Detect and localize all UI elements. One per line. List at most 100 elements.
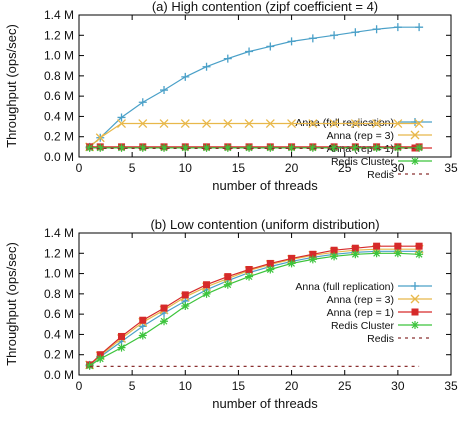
y-tick-label: 0.6 M xyxy=(44,307,74,321)
y-tick-label: 1.0 M xyxy=(44,267,74,281)
x-tick-label: 20 xyxy=(285,161,299,175)
x-tick-label: 5 xyxy=(129,161,136,175)
data-point xyxy=(351,250,360,259)
data-point xyxy=(393,249,402,258)
legend-marker xyxy=(411,321,419,329)
data-point xyxy=(117,143,126,152)
data-point xyxy=(224,273,232,281)
data-point xyxy=(160,304,168,312)
data-point xyxy=(350,119,360,128)
data-point xyxy=(160,317,169,326)
data-point xyxy=(393,119,403,128)
x-tick-label: 30 xyxy=(391,161,405,175)
data-point xyxy=(287,143,296,152)
y-tick-label: 0.6 M xyxy=(44,89,74,103)
legend-label: Anna (full replication) xyxy=(295,281,394,293)
data-point xyxy=(415,143,424,152)
x-tick-label: 0 xyxy=(76,379,83,393)
data-point xyxy=(308,34,317,43)
chart-panel-b: (b) Low contention (uniform distribution… xyxy=(4,217,458,411)
x-tick-label: 35 xyxy=(444,161,458,175)
data-point xyxy=(308,119,318,128)
data-point xyxy=(245,143,254,152)
y-axis-label: Throughput (ops/sec) xyxy=(4,24,19,148)
data-point xyxy=(266,265,275,274)
data-point xyxy=(415,23,424,32)
data-point xyxy=(117,343,126,352)
data-point xyxy=(223,143,232,152)
y-axis-label: Throughput (ops/sec) xyxy=(4,242,19,366)
legend-label: Redis xyxy=(367,169,394,181)
data-point xyxy=(159,119,169,128)
data-point xyxy=(287,119,297,128)
x-axis-label: number of threads xyxy=(212,178,318,193)
y-tick-label: 1.0 M xyxy=(44,49,74,63)
data-point xyxy=(160,143,169,152)
data-point xyxy=(245,266,253,274)
data-point xyxy=(96,143,105,152)
x-tick-label: 10 xyxy=(179,161,193,175)
data-point xyxy=(203,281,211,289)
legend-marker xyxy=(411,282,419,290)
y-tick-label: 0.8 M xyxy=(44,287,74,301)
y-tick-label: 0.0 M xyxy=(44,368,74,382)
x-tick-label: 25 xyxy=(338,161,352,175)
data-point xyxy=(415,250,424,259)
data-point xyxy=(223,280,232,289)
data-point xyxy=(351,28,360,37)
legend-label: Redis Cluster xyxy=(331,156,395,168)
chart-title: (b) Low contention (uniform distribution… xyxy=(150,217,379,232)
y-tick-label: 0.2 M xyxy=(44,130,74,144)
data-point xyxy=(329,119,339,128)
legend-label: Anna (rep = 3) xyxy=(327,294,394,306)
data-point xyxy=(202,62,211,71)
data-point xyxy=(118,332,126,340)
y-tick-label: 0.4 M xyxy=(44,327,74,341)
data-point xyxy=(202,119,212,128)
data-point xyxy=(415,242,423,250)
legend-label: Redis xyxy=(367,333,394,345)
chart-panel-a: (a) High contention (zipf coefficient = … xyxy=(4,0,458,193)
x-tick-label: 0 xyxy=(76,161,83,175)
data-point xyxy=(139,316,147,324)
y-tick-label: 0.8 M xyxy=(44,69,74,83)
plot-frame xyxy=(78,14,452,158)
legend-marker xyxy=(411,308,419,316)
legend-label: Anna (rep = 3) xyxy=(327,130,394,142)
data-point xyxy=(308,255,317,264)
data-point xyxy=(138,331,147,340)
data-point xyxy=(373,242,381,250)
data-point xyxy=(180,119,190,128)
data-point xyxy=(287,37,296,46)
legend-label: Redis Cluster xyxy=(331,320,395,332)
data-point xyxy=(95,133,105,143)
y-tick-label: 1.2 M xyxy=(44,246,74,260)
x-tick-label: 5 xyxy=(129,379,136,393)
data-point xyxy=(202,143,211,152)
y-tick-label: 1.4 M xyxy=(44,8,74,22)
data-point xyxy=(265,119,275,128)
x-tick-label: 30 xyxy=(391,379,405,393)
y-tick-label: 0.4 M xyxy=(44,109,74,123)
data-point xyxy=(245,272,254,281)
y-tick-label: 0.2 M xyxy=(44,348,74,362)
data-point xyxy=(181,291,189,299)
data-point xyxy=(330,31,339,40)
data-point xyxy=(244,119,254,128)
x-axis-label: number of threads xyxy=(212,396,318,411)
data-point xyxy=(394,242,402,250)
data-point xyxy=(160,86,169,95)
x-tick-label: 10 xyxy=(179,379,193,393)
data-point xyxy=(351,143,360,152)
data-point xyxy=(181,143,190,152)
data-point xyxy=(223,119,233,128)
legend-marker xyxy=(411,157,419,165)
data-point xyxy=(138,98,147,107)
data-point xyxy=(223,54,232,63)
data-point xyxy=(308,143,317,152)
data-point xyxy=(96,354,105,363)
data-point xyxy=(393,23,402,32)
y-tick-label: 1.4 M xyxy=(44,226,74,240)
data-point xyxy=(372,249,381,258)
